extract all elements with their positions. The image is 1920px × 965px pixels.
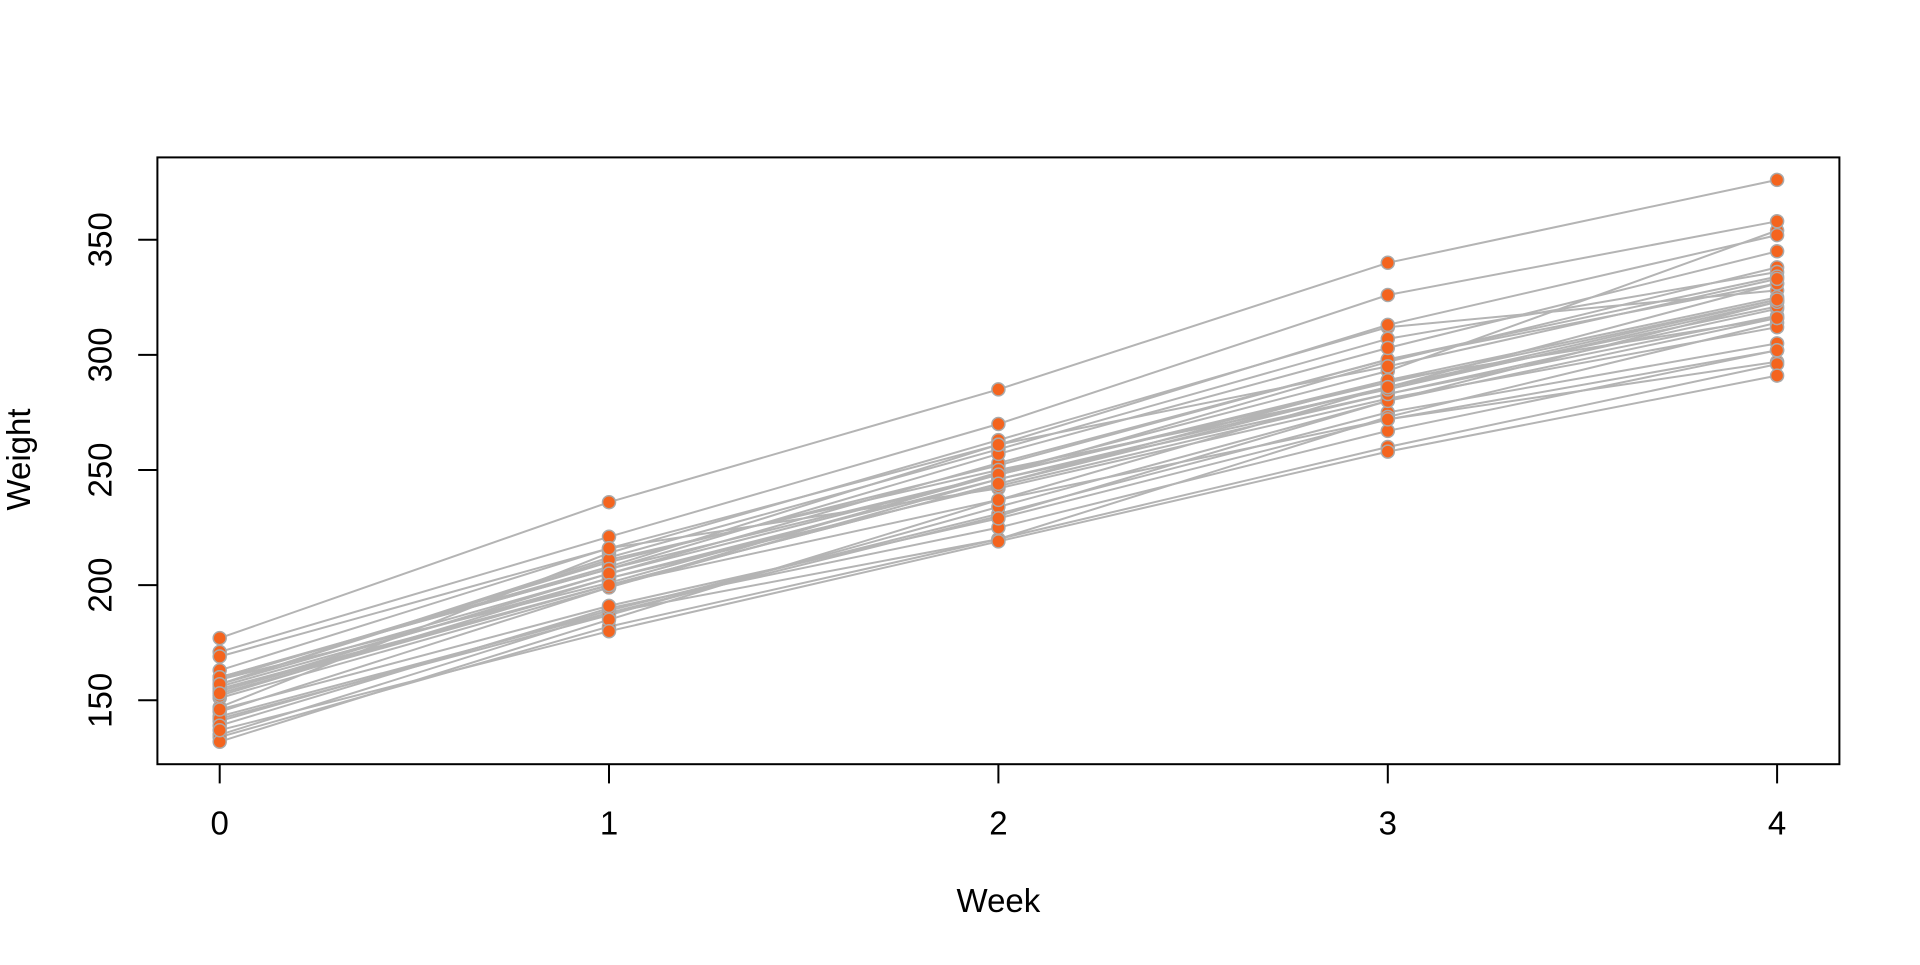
svg-text:200: 200 (81, 558, 118, 613)
svg-text:Week: Week (957, 882, 1041, 919)
svg-text:2: 2 (989, 805, 1007, 842)
svg-text:3: 3 (1379, 805, 1397, 842)
svg-text:0: 0 (211, 805, 229, 842)
svg-text:150: 150 (81, 673, 118, 728)
svg-text:4: 4 (1768, 805, 1786, 842)
svg-text:300: 300 (81, 327, 118, 382)
svg-text:1: 1 (600, 805, 618, 842)
svg-text:350: 350 (81, 212, 118, 267)
svg-text:Weight: Weight (0, 408, 37, 510)
svg-text:250: 250 (81, 442, 118, 497)
